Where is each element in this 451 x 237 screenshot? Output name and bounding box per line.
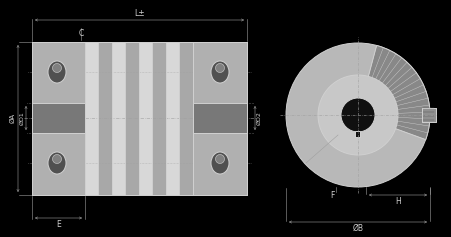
- Circle shape: [340, 98, 374, 132]
- Bar: [112, 42, 125, 195]
- Bar: [139, 42, 152, 195]
- Bar: [98, 42, 112, 195]
- Text: ØD2: ØD2: [257, 111, 262, 125]
- Bar: [179, 42, 193, 195]
- Text: C: C: [78, 28, 83, 37]
- Wedge shape: [357, 46, 429, 140]
- Text: L±: L±: [134, 9, 145, 18]
- Circle shape: [285, 43, 429, 187]
- Bar: [152, 42, 166, 195]
- Ellipse shape: [48, 152, 66, 174]
- Circle shape: [215, 64, 224, 73]
- Text: F: F: [329, 191, 333, 200]
- Circle shape: [215, 155, 224, 164]
- Bar: [166, 42, 179, 195]
- Text: H: H: [394, 197, 400, 206]
- Ellipse shape: [211, 152, 229, 174]
- Text: ØB: ØB: [352, 224, 363, 233]
- Circle shape: [318, 75, 397, 155]
- Text: E: E: [56, 220, 61, 229]
- Bar: [193, 42, 246, 195]
- Bar: [355, 131, 360, 137]
- Circle shape: [52, 155, 61, 164]
- Bar: [85, 42, 98, 195]
- Text: ØD1: ØD1: [20, 111, 25, 125]
- Bar: [125, 42, 139, 195]
- Ellipse shape: [211, 61, 229, 83]
- Bar: [421, 108, 435, 122]
- Bar: [32, 103, 85, 133]
- Ellipse shape: [48, 61, 66, 83]
- Text: ØA: ØA: [10, 113, 16, 123]
- Bar: [193, 103, 246, 133]
- Circle shape: [52, 64, 61, 73]
- Bar: [32, 42, 85, 195]
